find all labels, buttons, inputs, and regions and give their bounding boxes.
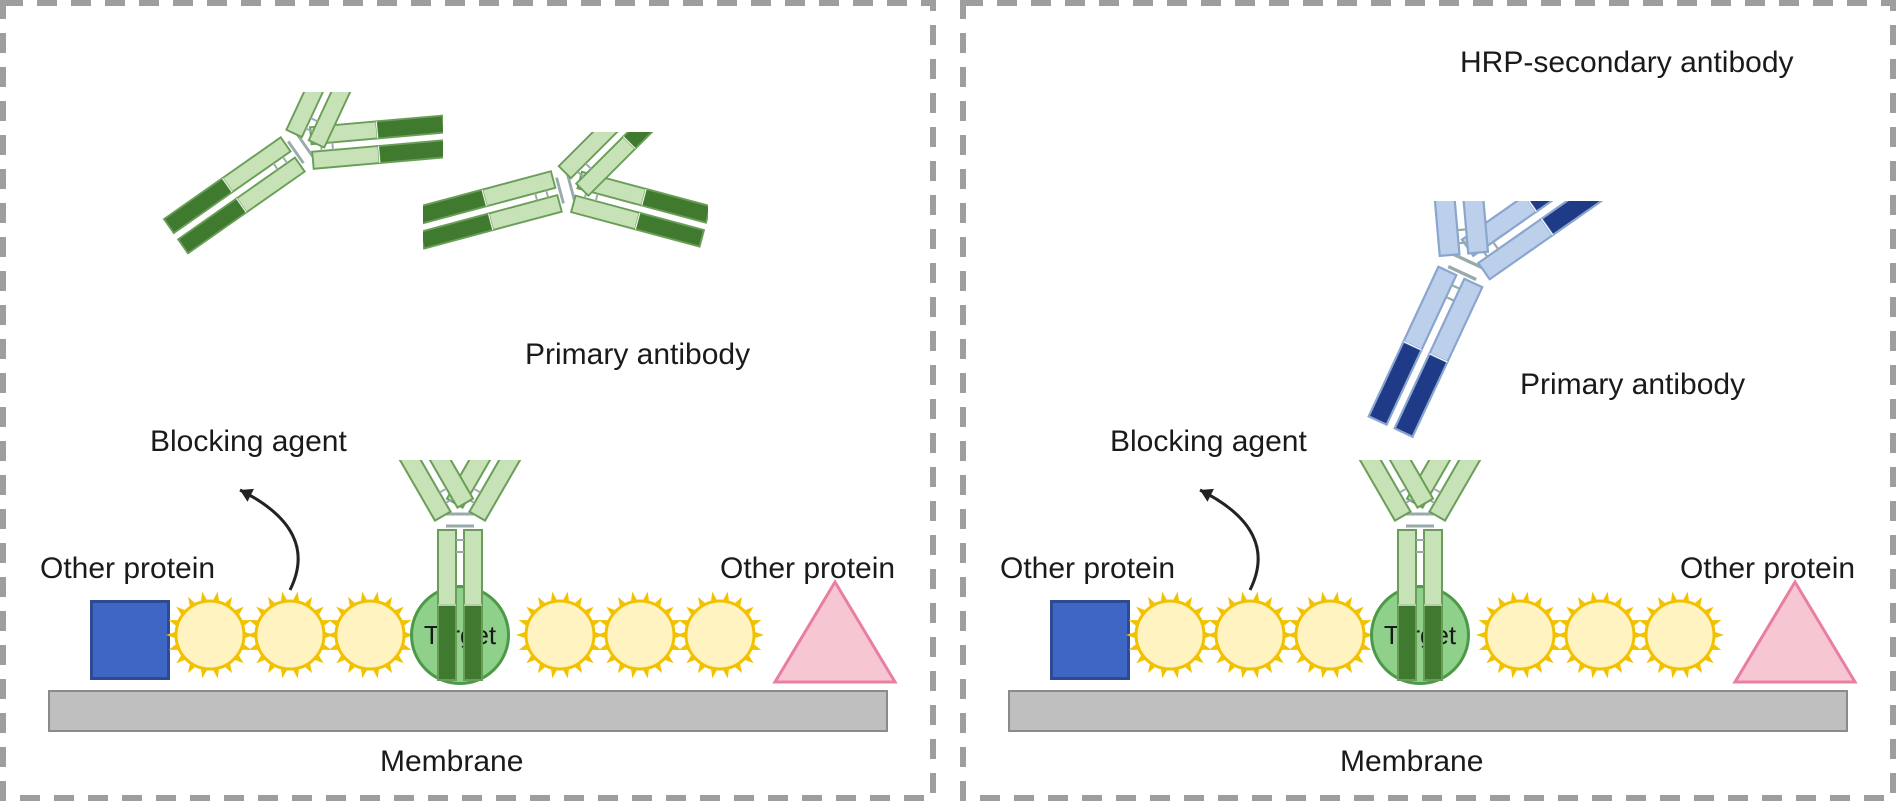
label-hrp-secondary: HRP-secondary antibody xyxy=(1460,46,1794,80)
other-protein-square xyxy=(90,600,170,680)
other-protein-square xyxy=(1050,600,1130,680)
label-membrane: Membrane xyxy=(1340,745,1483,779)
blocking-sun-icon xyxy=(1634,589,1726,681)
label-primary-antibody: Primary antibody xyxy=(525,338,750,372)
primary-antibody-icon xyxy=(423,132,708,455)
diagram-stage: TargetMembraneOther proteinOther protein… xyxy=(0,0,1896,801)
label-blocking-agent: Blocking agent xyxy=(150,425,347,459)
label-other-protein-right: Other protein xyxy=(1680,552,1855,586)
label-other-protein-left: Other protein xyxy=(1000,552,1175,586)
panel-right: TargetEMembraneOther proteinOther protei… xyxy=(960,0,1896,801)
primary-antibody-icon xyxy=(158,92,443,415)
label-other-protein-left: Other protein xyxy=(40,552,215,586)
label-primary-antibody: Primary antibody xyxy=(1520,368,1745,402)
panel-left: TargetMembraneOther proteinOther protein… xyxy=(0,0,936,801)
blocking-sun-icon xyxy=(674,589,766,681)
label-blocking-agent: Blocking agent xyxy=(1110,425,1307,459)
label-membrane: Membrane xyxy=(380,745,523,779)
label-other-protein-right: Other protein xyxy=(720,552,895,586)
